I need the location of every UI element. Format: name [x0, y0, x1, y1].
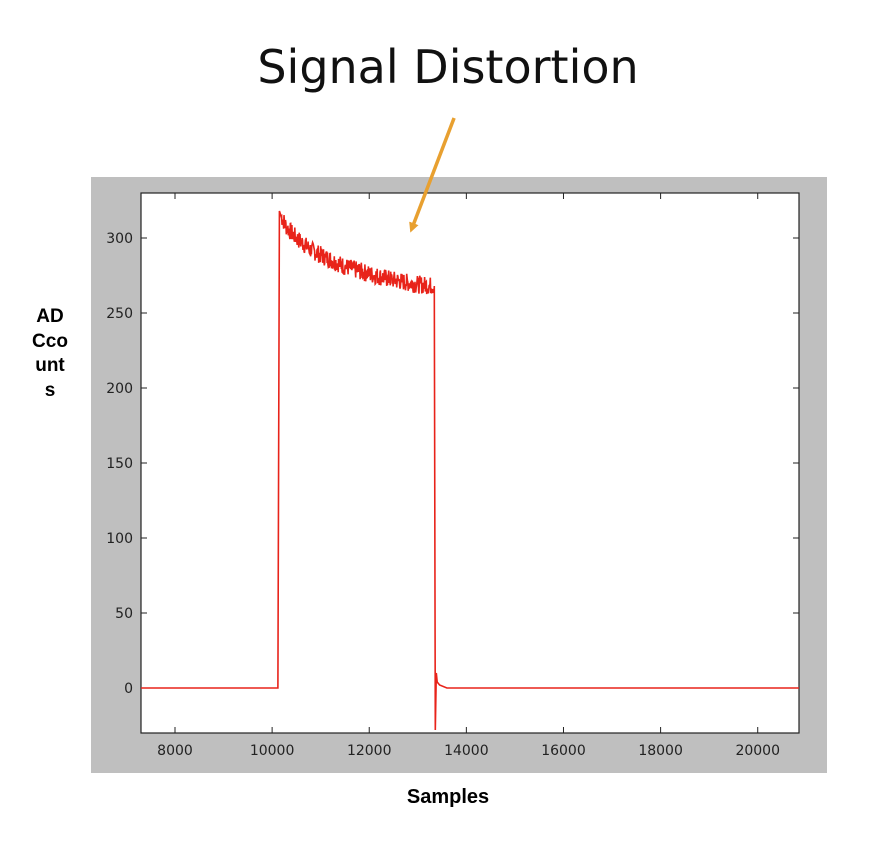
plot-area — [140, 192, 800, 734]
x-tick-label: 14000 — [444, 743, 489, 759]
y-tick-label: 100 — [106, 531, 133, 547]
x-tick-label: 8000 — [157, 743, 193, 759]
signal-line — [141, 210, 799, 731]
chart-title: Signal Distortion — [257, 40, 639, 94]
y-tick-label: 200 — [106, 381, 133, 397]
x-axis-label: Samples — [406, 786, 490, 808]
x-tick-label: 10000 — [250, 743, 295, 759]
x-tick-label: 18000 — [638, 743, 683, 759]
y-tick-label: 150 — [106, 456, 133, 472]
y-axis-label: ADCcounts — [32, 306, 68, 401]
x-tick-label: 12000 — [347, 743, 392, 759]
y-tick-label: 0 — [124, 681, 133, 697]
y-tick-label: 300 — [106, 231, 133, 247]
y-tick-label: 250 — [106, 306, 133, 322]
ticks-layer: 8000 10000 12000 14000 16000 18000 20000 0 50 100… — [106, 193, 799, 759]
x-tick-label: 20000 — [735, 743, 780, 759]
y-tick-label: 50 — [115, 606, 133, 622]
annotation-arrow — [409, 117, 456, 233]
x-tick-label: 16000 — [541, 743, 586, 759]
